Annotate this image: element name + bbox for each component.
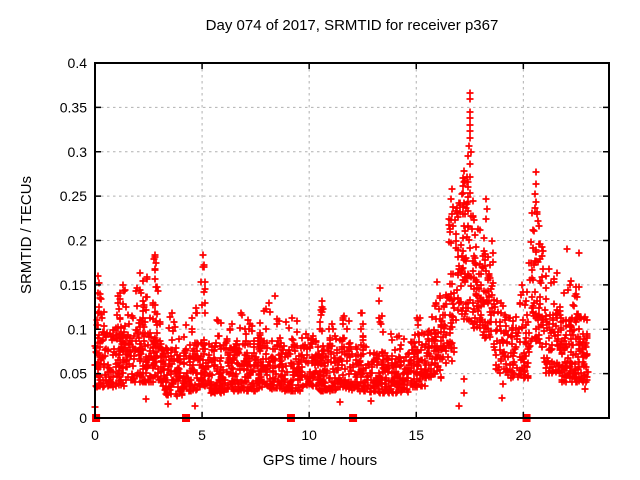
y-tick-label: 0.4 [68, 55, 88, 71]
y-tick-label: 0.2 [68, 233, 88, 249]
scatter-points [91, 89, 592, 411]
y-tick-label: 0.05 [60, 366, 87, 382]
y-tick-label: 0.15 [60, 277, 87, 293]
y-tick-label: 0.3 [68, 144, 88, 160]
grid-lines [95, 63, 609, 418]
tick-marks [94, 62, 609, 419]
x-tick-label: 5 [198, 427, 206, 443]
x-tick-label: 20 [516, 427, 532, 443]
y-tick-label: 0.1 [68, 321, 88, 337]
x-tick-label: 15 [408, 427, 424, 443]
chart-title: Day 074 of 2017, SRMTID for receiver p36… [205, 17, 499, 34]
x-tick-label: 0 [91, 427, 99, 443]
y-tick-label: 0.35 [60, 99, 87, 115]
x-axis-label: GPS time / hours [262, 452, 378, 469]
x-tick-label: 10 [301, 427, 317, 443]
y-tick-label: 0.25 [60, 188, 87, 204]
y-tick-label: 0 [79, 410, 87, 426]
